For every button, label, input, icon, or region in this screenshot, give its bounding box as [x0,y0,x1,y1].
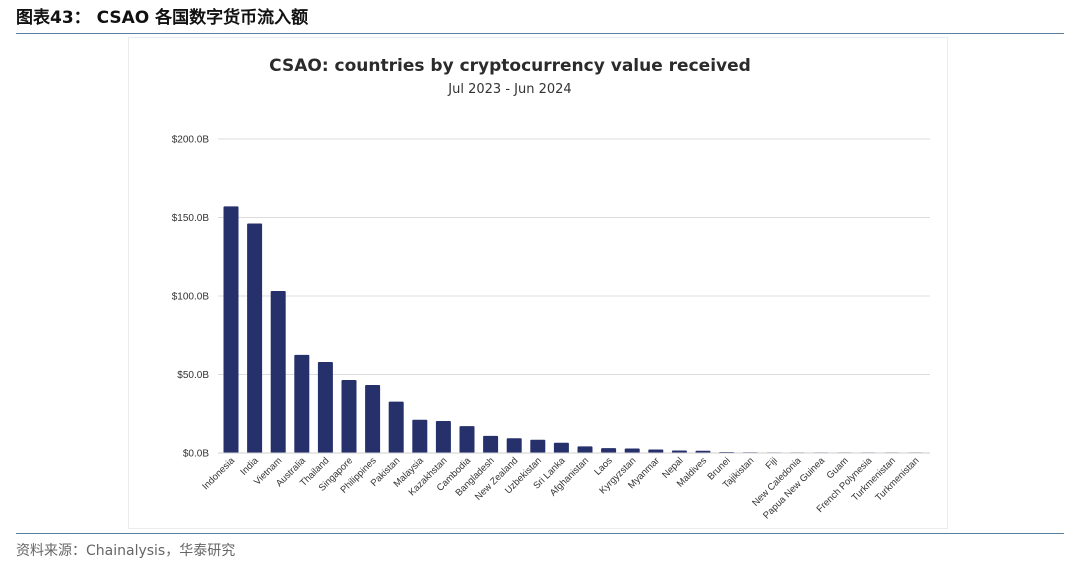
bar [577,446,593,453]
chart-title: CSAO: countries by cryptocurrency value … [269,56,751,76]
bar [671,450,687,453]
figure-label: 图表43： [16,8,91,28]
y-tick-label: $100.0B [172,292,210,303]
bar [530,439,546,453]
bar [459,426,475,453]
figure-header: 图表43： CSAO 各国数字货币流入额 [16,4,1064,32]
bar [483,435,499,453]
bar [270,290,286,453]
bar [506,438,522,453]
header-rule [16,33,1064,34]
bar [601,448,617,453]
x-tick-label: Indonesia [200,455,237,492]
source-note: 资料来源：Chainalysis，华泰研究 [16,543,236,559]
y-tick-label: $0.0B [183,449,209,460]
bar [365,385,381,453]
y-tick-label: $150.0B [172,213,210,224]
bar [435,420,451,453]
bar [412,419,428,453]
bar [247,223,263,453]
footer-rule [16,533,1064,534]
bar [553,442,569,453]
figure-title: CSAO 各国数字货币流入额 [96,8,309,28]
x-tick-label: Fiji [764,455,780,471]
chart-subtitle: Jul 2023 - Jun 2024 [448,82,572,97]
bar [624,448,640,453]
bar [317,361,333,453]
bar [695,450,711,453]
bar [294,354,310,453]
bar [223,206,239,453]
bar [388,401,404,453]
bar [648,449,664,453]
y-tick-label: $50.0B [177,370,209,381]
bar [341,379,357,453]
y-tick-label: $200.0B [172,135,210,146]
